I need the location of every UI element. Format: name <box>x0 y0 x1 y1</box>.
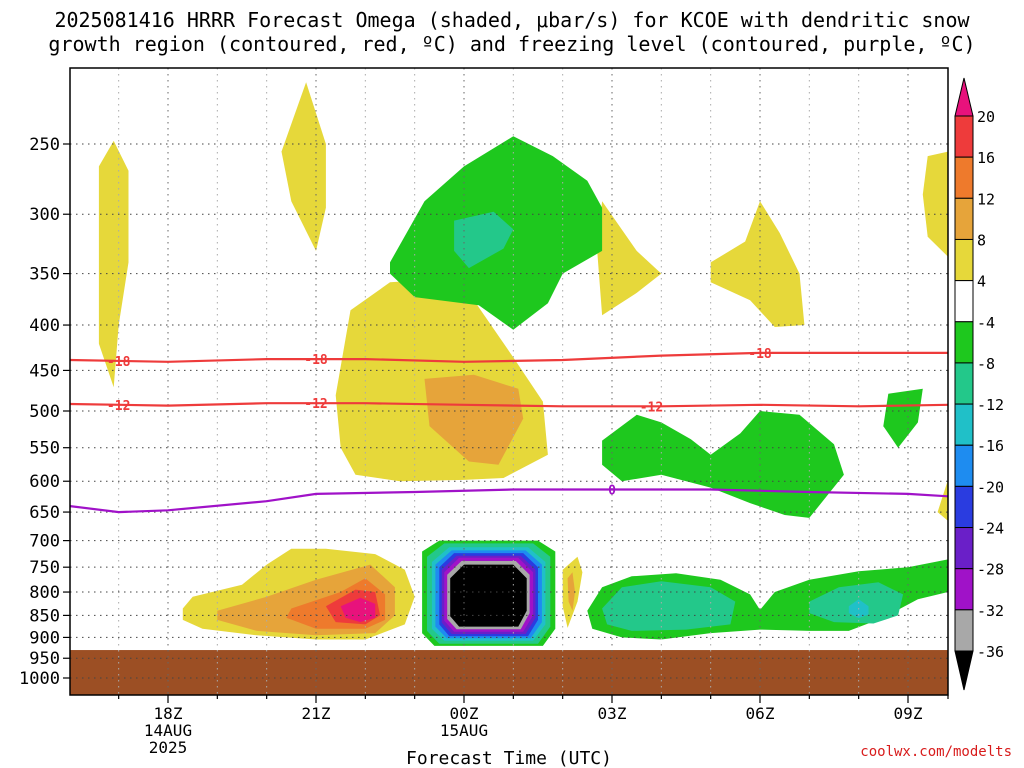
x-tick-label: 00Z <box>450 704 479 723</box>
omega-region-10 <box>883 388 923 448</box>
colorbar-bin <box>954 280 974 323</box>
y-tick-label-950: 950 <box>29 649 60 669</box>
colorbar-bin <box>954 485 974 529</box>
colorbar-label: 20 <box>977 108 995 126</box>
y-tick-label-800: 800 <box>29 583 60 603</box>
omega-region-0 <box>98 140 129 388</box>
omega-region-25 <box>450 564 527 627</box>
x-tick-label: 06Z <box>746 704 775 723</box>
y-tick-label-350: 350 <box>29 265 60 285</box>
x-tick-label: 09Z <box>894 704 923 723</box>
x-tick-label: 14AUG <box>144 721 192 740</box>
colorbar-bin <box>954 362 974 405</box>
omega-region-6 <box>424 374 524 465</box>
colorbar-label: 4 <box>977 273 986 291</box>
y-tick-label-600: 600 <box>29 472 60 492</box>
y-tick-label-400: 400 <box>29 316 60 336</box>
omega-region-3 <box>597 201 662 316</box>
colorbar-bin <box>954 238 974 282</box>
colorbar-label: -28 <box>977 561 1004 579</box>
y-tick-label-750: 750 <box>29 558 60 578</box>
y-tick-label-250: 250 <box>29 135 60 155</box>
colorbar-label: -16 <box>977 437 1004 455</box>
x-tick-label: 2025 <box>149 738 188 757</box>
colorbar-label: -24 <box>977 520 1004 538</box>
colorbar-bin <box>954 568 974 611</box>
y-tick-label-500: 500 <box>29 402 60 422</box>
colorbar-top-triangle <box>954 77 974 117</box>
colorbar-legend: 20 16 12 8 4 -4 -8 -12 -16 -20 -24 -28 -32 -36 <box>954 77 1004 691</box>
x-axis-label: Forecast Time (UTC) <box>406 748 612 768</box>
contour-label--12: -12 <box>640 400 663 415</box>
contour-label--18: -18 <box>107 355 131 370</box>
y-tick-label-900: 900 <box>29 628 60 648</box>
temperature-contours: -18 -18 -18 -12 -12 -12 0 <box>69 347 949 514</box>
colorbar-label: -36 <box>977 643 1004 661</box>
omega-shading <box>98 82 948 646</box>
contour-label--18: -18 <box>304 353 328 368</box>
colorbar-bottom-triangle <box>954 650 974 691</box>
omega-region-29 <box>602 581 736 631</box>
contour-label--12: -12 <box>107 399 130 414</box>
ground-below-surface <box>70 650 948 695</box>
colorbar-bin <box>954 527 974 570</box>
contour-line-0 <box>69 488 949 514</box>
credit-link[interactable]: coolwx.com/modelts <box>860 744 1012 760</box>
colorbar-label: 16 <box>977 149 995 167</box>
colorbar-bin <box>954 403 974 446</box>
y-tick-label-700: 700 <box>29 532 60 552</box>
omega-region-16 <box>340 597 376 623</box>
omega-region-11 <box>937 476 948 521</box>
chart-title-line2: growth region (contoured, red, ºC) and f… <box>48 32 976 56</box>
colorbar-label: -4 <box>977 314 995 332</box>
x-tick-label: 03Z <box>598 704 627 723</box>
colorbar-bin <box>954 115 974 158</box>
y-tick-label-550: 550 <box>29 439 60 459</box>
contour-label-0: 0 <box>608 483 616 498</box>
contour-label--12: -12 <box>304 397 327 412</box>
contour-line--18 <box>69 351 948 363</box>
y-tick-label-450: 450 <box>29 361 60 381</box>
omega-region-8 <box>454 211 514 269</box>
colorbar-label: 12 <box>977 190 995 208</box>
y-tick-label-850: 850 <box>29 606 60 626</box>
omega-region-9 <box>602 411 844 518</box>
y-tick-label-1000: 1000 <box>19 669 60 689</box>
omega-region-2 <box>922 151 948 257</box>
omega-region-1 <box>281 82 326 251</box>
colorbar-bin <box>954 609 974 652</box>
omega-region-27 <box>567 572 575 611</box>
colorbar-label: 8 <box>977 231 986 249</box>
y-tick-label-300: 300 <box>29 205 60 225</box>
colorbar-bin <box>954 197 974 240</box>
omega-region-4 <box>710 201 805 327</box>
plot-frame <box>69 67 949 696</box>
chart-title-line1: 2025081416 HRRR Forecast Omega (shaded, … <box>54 8 970 32</box>
x-tick-label: 15AUG <box>440 721 488 740</box>
colorbar-bin <box>954 156 974 199</box>
contour-label--18: -18 <box>748 347 772 362</box>
colorbar-bin <box>954 444 974 487</box>
x-tick-label: 21Z <box>302 704 331 723</box>
colorbar-label: -32 <box>977 602 1004 620</box>
colorbar-label: -20 <box>977 478 1004 496</box>
colorbar-label: -12 <box>977 396 1004 414</box>
grid-lines <box>70 68 948 695</box>
y-tick-label-650: 650 <box>29 503 60 523</box>
pressure-axis: 2503003504004505005506006507007508008509… <box>19 135 70 689</box>
colorbar-bin <box>954 321 974 364</box>
x-tick-label: 18Z <box>154 704 183 723</box>
contour-line--12 <box>69 402 949 408</box>
colorbar-label: -8 <box>977 355 995 373</box>
